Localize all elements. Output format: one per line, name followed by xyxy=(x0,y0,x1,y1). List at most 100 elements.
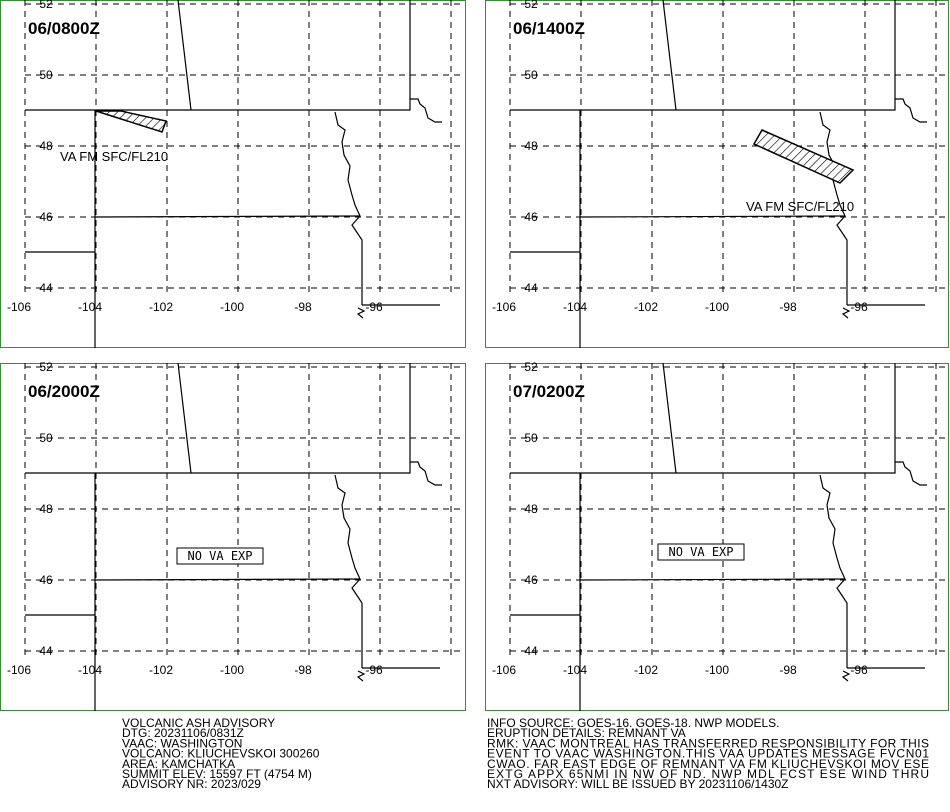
advisory-line: EXTG APPX 65NMI IN NW OF ND. NWP MDL FCS… xyxy=(487,767,929,781)
lon-label: -100 xyxy=(705,300,729,314)
annotation: VA FM SFC/FL210 xyxy=(746,199,854,214)
panel-title: 07/0200Z xyxy=(513,382,585,401)
boundary xyxy=(819,111,848,305)
lon-label: -102 xyxy=(634,663,658,677)
boundary xyxy=(94,472,97,478)
lat-label: 50 xyxy=(39,68,53,82)
advisory-line: NXT ADVISORY: WILL BE ISSUED BY 20231106… xyxy=(487,777,789,791)
annotation-box xyxy=(176,547,264,565)
lon-label: -106 xyxy=(7,663,31,677)
lon-label: -100 xyxy=(220,300,244,314)
lon-label: -104 xyxy=(78,300,102,314)
boundary xyxy=(579,578,846,581)
boundary xyxy=(510,461,927,486)
lat-label: 48 xyxy=(524,139,538,153)
boundary xyxy=(841,670,851,682)
advisory-line: ERUPTION DETAILS: REMNANT VA xyxy=(487,726,686,740)
advisory-line: DTG: 20231106/0831Z xyxy=(122,726,244,740)
ash-area xyxy=(752,129,855,184)
boundary xyxy=(579,215,846,218)
lon-label: -106 xyxy=(492,300,516,314)
lon-label: -98 xyxy=(294,300,312,314)
lon-label: -106 xyxy=(492,663,516,677)
boundary xyxy=(356,670,366,682)
boundary xyxy=(94,578,361,581)
boundary xyxy=(334,474,363,668)
boundary xyxy=(579,109,582,115)
panel-title: 06/0800Z xyxy=(28,19,100,38)
advisory-line: SUMMIT ELEV: 15597 FT (4754 M) xyxy=(122,767,312,781)
lon-label: -104 xyxy=(563,300,587,314)
lat-label: 48 xyxy=(39,502,53,516)
annotation: NO VA EXP xyxy=(668,545,733,559)
lat-label: 52 xyxy=(524,0,538,11)
lat-label: 52 xyxy=(39,360,53,374)
panel-title: 06/2000Z xyxy=(28,382,100,401)
lon-label: -96 xyxy=(365,300,383,314)
lat-label: 50 xyxy=(524,431,538,445)
advisory-line: VOLCANIC ASH ADVISORY xyxy=(122,716,275,730)
ash-area xyxy=(95,110,167,133)
annotation: VA FM SFC/FL210 xyxy=(60,149,168,164)
lon-label: -102 xyxy=(149,663,173,677)
lon-label: -98 xyxy=(294,663,312,677)
advisory-line: EVENT TO VAAC WASHINGTON.THIS VAA UPDATE… xyxy=(487,747,929,761)
panel-frame xyxy=(485,0,949,348)
boundary xyxy=(25,98,442,123)
lon-label: -100 xyxy=(220,663,244,677)
lat-label: 44 xyxy=(524,644,538,658)
boundary xyxy=(25,461,442,486)
lat-label: 46 xyxy=(524,573,538,587)
lon-label: -100 xyxy=(705,663,729,677)
lat-label: 46 xyxy=(39,210,53,224)
lat-label: 52 xyxy=(39,0,53,11)
map-panel: 52 50 48 46 44 -106 -104 -102 -100 -98 -96 07/0200Z… xyxy=(485,360,949,711)
boundary xyxy=(177,362,192,474)
boundary xyxy=(819,474,848,668)
lat-label: 52 xyxy=(524,360,538,374)
boundary xyxy=(94,215,361,218)
boundary xyxy=(94,109,97,115)
lon-label: -102 xyxy=(149,300,173,314)
boundary xyxy=(662,362,677,474)
boundary xyxy=(662,0,677,111)
annotation: NO VA EXP xyxy=(187,549,252,563)
lat-label: 46 xyxy=(39,573,53,587)
panel-frame xyxy=(485,363,949,711)
lat-label: 48 xyxy=(39,139,53,153)
lat-label: 50 xyxy=(39,431,53,445)
lon-label: -96 xyxy=(850,300,868,314)
lon-label: -96 xyxy=(365,663,383,677)
lat-label: 50 xyxy=(524,68,538,82)
boundary xyxy=(356,307,366,319)
panel-frame xyxy=(0,0,466,348)
lat-label: 48 xyxy=(524,502,538,516)
advisory-line: VAAC: WASHINGTON xyxy=(122,736,242,750)
boundary xyxy=(510,98,927,123)
advisory-line: INFO SOURCE: GOES-16. GOES-18. NWP MODEL… xyxy=(487,716,780,730)
boundary xyxy=(579,472,582,478)
lon-label: -106 xyxy=(7,300,31,314)
annotation-box xyxy=(657,543,745,561)
lon-label: -98 xyxy=(779,663,797,677)
advisory-line: CWAO. FAR EAST EDGE OF REMNANT VA FM KLI… xyxy=(487,757,929,771)
lon-label: -104 xyxy=(563,663,587,677)
boundary xyxy=(841,307,851,319)
panel-frame xyxy=(0,363,466,711)
advisory-line: ADVISORY NR: 2023/029 xyxy=(122,777,261,791)
map-panel: 52 50 48 46 44 -106 -104 -102 -100 -98 -96 06/0800Z… xyxy=(0,0,466,348)
lon-label: -104 xyxy=(78,663,102,677)
lat-label: 44 xyxy=(39,644,53,658)
map-panel: 52 50 48 46 44 -106 -104 -102 -100 -98 -96 06/2000Z… xyxy=(0,360,466,711)
panel-title: 06/1400Z xyxy=(513,19,585,38)
lon-label: -98 xyxy=(779,300,797,314)
lat-label: 44 xyxy=(39,281,53,295)
lat-label: 46 xyxy=(524,210,538,224)
advisory-line: RMK: VAAC MONTREAL HAS TRANSFERRED RESPO… xyxy=(487,736,929,750)
boundary xyxy=(177,0,192,111)
lat-label: 44 xyxy=(524,281,538,295)
advisory-line: AREA: KAMCHATKA xyxy=(122,757,235,771)
lon-label: -102 xyxy=(634,300,658,314)
lon-label: -96 xyxy=(850,663,868,677)
